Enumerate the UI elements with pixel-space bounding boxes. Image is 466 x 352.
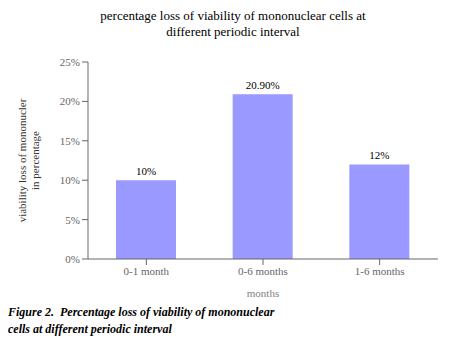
html-text:percentage loss of viability o: percentage loss of viability of mononucl… xyxy=(100,8,366,23)
svg-text:5%: 5% xyxy=(65,214,80,226)
svg-text:0-6 months: 0-6 months xyxy=(238,265,288,277)
svg-text:0-1 month: 0-1 month xyxy=(124,265,170,277)
svg-text:1-6 months: 1-6 months xyxy=(355,265,405,277)
svg-text:in percentage: in percentage xyxy=(29,131,41,190)
svg-text:12%: 12% xyxy=(369,149,389,161)
svg-text:20%: 20% xyxy=(60,95,80,107)
html-text:Figure 2. Percentage loss of v: Figure 2. Percentage loss of viability o… xyxy=(8,305,275,319)
svg-text:10%: 10% xyxy=(136,165,156,177)
svg-text:10%: 10% xyxy=(60,174,80,186)
html-text:cells at different periodic in: cells at different periodic interval xyxy=(8,322,172,336)
svg-text:months: months xyxy=(247,287,279,299)
svg-text:20.90%: 20.90% xyxy=(246,79,280,91)
svg-text:0%: 0% xyxy=(65,253,80,265)
svg-text:25%: 25% xyxy=(60,56,80,68)
svg-text:viability loss of mononucler: viability loss of mononucler xyxy=(16,98,28,222)
svg-text:15%: 15% xyxy=(60,135,80,147)
html-text:different periodic interval: different periodic interval xyxy=(166,24,300,39)
